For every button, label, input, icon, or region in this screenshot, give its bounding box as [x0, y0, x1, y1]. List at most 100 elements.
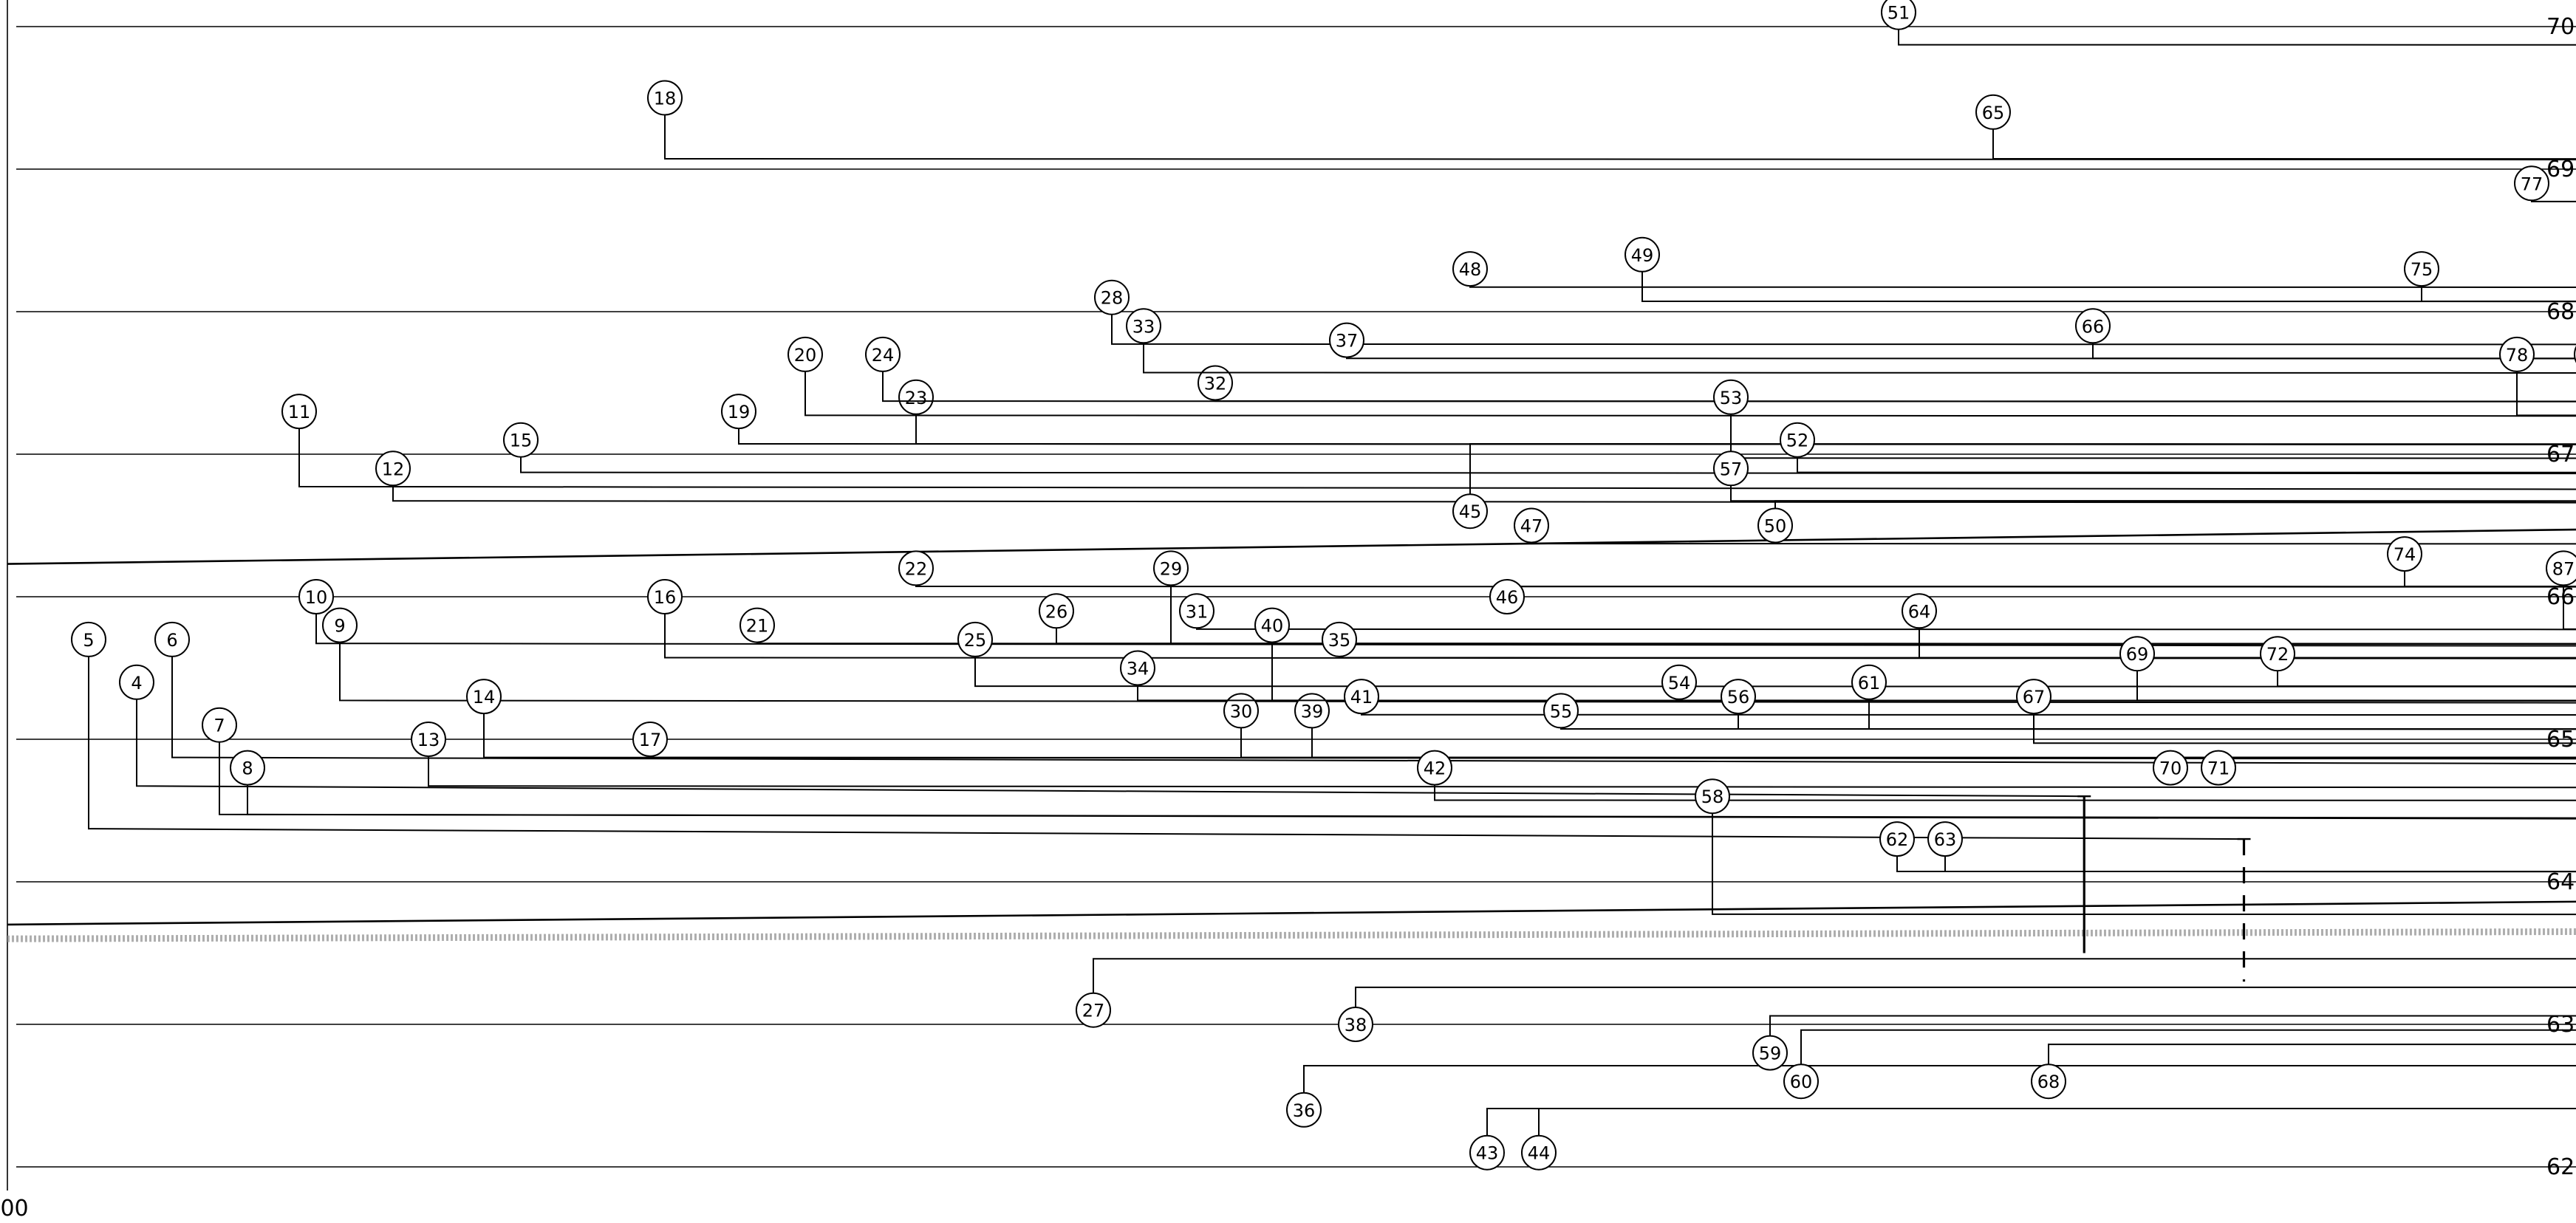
- bubble-53: [1713, 379, 1749, 415]
- obstruction-label-65: 65: [1982, 103, 2005, 123]
- obstruction-label-55: 55: [1550, 701, 1573, 722]
- obstruction-label-12: 12: [382, 459, 405, 479]
- leader-51: [1898, 29, 2576, 46]
- bubble-42: [1417, 750, 1452, 786]
- obstruction-label-59: 59: [1759, 1044, 1782, 1064]
- leader-58: [1712, 813, 2576, 916]
- obstruction-label-58: 58: [1701, 787, 1724, 807]
- obstruction-label-78: 78: [2506, 345, 2529, 366]
- obstruction-label-72: 72: [2266, 644, 2289, 665]
- bubble-20: [788, 336, 823, 372]
- leader-20: [804, 371, 2576, 417]
- leader-9: [339, 642, 2576, 704]
- obstruction-label-35: 35: [1328, 630, 1351, 651]
- leader-59: [1769, 1015, 2576, 1036]
- leader-56: [1738, 713, 2576, 730]
- y-tick-label: 650: [2546, 727, 2576, 753]
- y-tick-label: 620: [2546, 1154, 2576, 1180]
- leader-24: [882, 371, 2576, 402]
- obstruction-label-24: 24: [872, 345, 895, 366]
- obstruction-label-9: 9: [334, 616, 345, 637]
- obstruction-labels: 45 67891011121314151617181920212223242526…: [71, 0, 2576, 1171]
- leader-42: [1434, 784, 2576, 801]
- obstruction-label-87: 87: [2552, 558, 2575, 579]
- bubble-23: [898, 379, 934, 415]
- x-axis: 1002003004005006007008009001,00011001200…: [0, 1196, 29, 1222]
- bubble-59: [1752, 1035, 1788, 1071]
- leader-5: [88, 656, 2244, 840]
- obstruction-label-38: 38: [1345, 1015, 1367, 1035]
- bubble-39: [1294, 693, 1330, 729]
- bubble-7: [202, 707, 237, 743]
- obstruction-label-74: 74: [2394, 544, 2416, 565]
- obstructions: [2077, 795, 2251, 982]
- bubble-14: [466, 679, 502, 715]
- obstruction-label-53: 53: [1720, 388, 1743, 408]
- obstruction-label-7: 7: [213, 716, 225, 736]
- bubble-25: [957, 621, 993, 657]
- obstruction-label-71: 71: [2207, 758, 2230, 779]
- obstruction-label-75: 75: [2411, 259, 2433, 280]
- obstruction-label-48: 48: [1459, 259, 1482, 280]
- grid: [7, 0, 2576, 1191]
- obstruction-label-62: 62: [1886, 829, 1909, 850]
- obstruction-label-39: 39: [1301, 701, 1324, 722]
- leader-78: [2516, 371, 2576, 417]
- bubble-63: [1927, 821, 1963, 857]
- obstruction-label-6: 6: [166, 630, 177, 651]
- leader-87: [2563, 585, 2576, 630]
- leader-46: [1506, 585, 2576, 614]
- bubble-16: [647, 579, 683, 614]
- bubble-31: [1179, 593, 1214, 629]
- bubble-36: [1286, 1092, 1322, 1128]
- leader-16: [664, 614, 2576, 660]
- leader-13: [428, 756, 2576, 789]
- obstruction-label-5: 5: [83, 630, 94, 651]
- leader-33: [1143, 343, 2576, 374]
- y-tick-label: 660: [2546, 584, 2576, 610]
- leader-64: [1919, 628, 2576, 659]
- bubble-10: [298, 579, 334, 614]
- obstruction-label-60: 60: [1790, 1072, 1813, 1092]
- obstruction-label-68: 68: [2037, 1072, 2060, 1092]
- bubble-29: [1153, 550, 1189, 586]
- leader-44: [1538, 1107, 2576, 1136]
- bubble-38: [1338, 1007, 1373, 1042]
- leader-67: [2033, 713, 2576, 744]
- obstruction-label-22: 22: [905, 558, 928, 579]
- bubble-18: [647, 80, 683, 116]
- obstruction-label-15: 15: [510, 431, 533, 451]
- obstruction-label-19: 19: [728, 402, 751, 422]
- obstruction-label-25: 25: [964, 630, 987, 651]
- leader-50: [1774, 500, 2576, 543]
- bubble-69: [2119, 636, 2155, 672]
- bubble-19: [721, 394, 756, 430]
- obstruction-label-43: 43: [1476, 1143, 1499, 1164]
- bubble-48: [1452, 251, 1488, 287]
- y-tick-label: 640: [2546, 869, 2576, 895]
- leader-31: [1196, 628, 2576, 631]
- leader-63: [1944, 856, 2576, 873]
- bubble-41: [1344, 679, 1379, 715]
- bubble-40: [1254, 607, 1290, 643]
- obstruction-label-17: 17: [639, 730, 662, 750]
- obstruction-label-8: 8: [242, 758, 253, 779]
- obstruction-label-28: 28: [1101, 288, 1124, 309]
- leader-41: [1361, 713, 2576, 716]
- bubble-6: [154, 621, 190, 657]
- leader-57: [1730, 485, 2576, 502]
- bubble-52: [1780, 422, 1815, 458]
- bubble-56: [1721, 679, 1756, 715]
- obstruction-label-70: 70: [2159, 758, 2182, 779]
- bubble-37: [1329, 322, 1364, 358]
- obstruction-label-50: 50: [1764, 516, 1787, 537]
- obstruction-label-57: 57: [1720, 459, 1743, 479]
- leader-74: [2404, 571, 2576, 588]
- leader-14: [483, 713, 2576, 760]
- obstruction-label-4: 4: [131, 673, 142, 693]
- leader-52: [1797, 456, 2576, 473]
- bubble-15: [503, 422, 539, 458]
- leader-45: [1469, 442, 2576, 529]
- leader-65: [1992, 129, 2576, 160]
- leader-40: [1271, 642, 2576, 702]
